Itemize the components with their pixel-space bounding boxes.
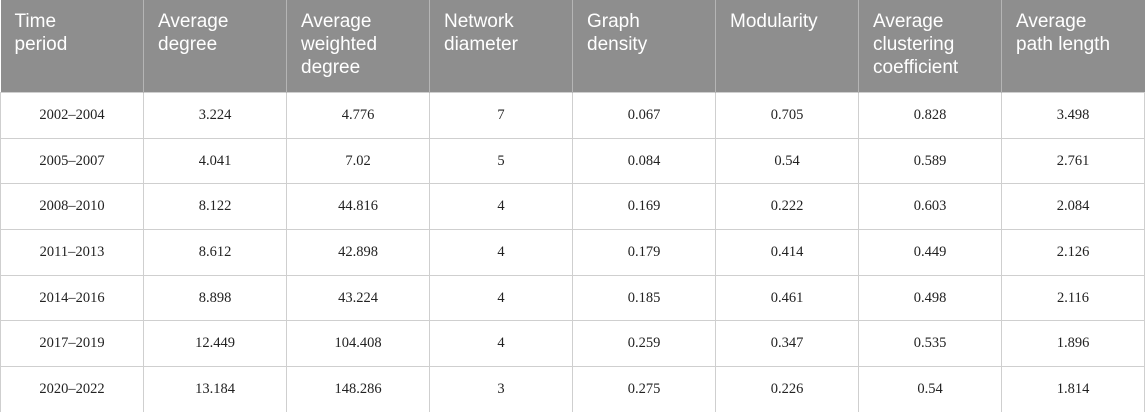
table-cell: 8.898 (143, 274, 287, 322)
table-cell: 12.449 (143, 320, 287, 368)
table-cell: 0.259 (572, 320, 716, 368)
header-text: period (14, 34, 68, 55)
table-cell: 0.603 (858, 183, 1002, 231)
table-cell: 0.275 (572, 366, 716, 412)
table-cell: 2.116 (1001, 274, 1145, 322)
table-cell: 0.705 (715, 92, 859, 139)
table-cell: 2.084 (1001, 183, 1145, 231)
table-cell: 0.414 (715, 229, 859, 276)
header-text: weighted (301, 34, 378, 55)
table-row: 2014–2016 8.898 43.224 4 0.185 0.461 0.498 2.11… (0, 274, 1145, 322)
table-cell: 2020–2022 (0, 366, 144, 412)
table-cell: 0.449 (858, 229, 1002, 276)
table-cell: 7 (429, 92, 573, 139)
table-cell: 2017–2019 (0, 320, 144, 368)
table-row: 2020–2022 13.184 148.286 3 0.275 0.226 0.54 1.8… (0, 366, 1145, 412)
table-cell: 0.461 (715, 274, 859, 322)
table-cell: 2011–2013 (0, 229, 144, 276)
table-row: 2011–2013 8.612 42.898 4 0.179 0.414 0.449 2.12… (0, 229, 1145, 276)
table-row: 2005–2007 4.041 7.02 5 0.084 0.54 0.589 2.761 (0, 137, 1145, 185)
table-cell: 7.02 (286, 137, 430, 185)
table-cell: 8.122 (143, 183, 287, 231)
table-cell: 4.776 (286, 92, 430, 139)
table-cell: 0.54 (858, 366, 1002, 412)
table-cell: 8.612 (143, 229, 287, 276)
table-cell: 3 (429, 366, 573, 412)
header-cell: Average degree (143, 0, 287, 93)
header-text: Average (158, 11, 229, 32)
header-text: Graph (587, 11, 640, 32)
table-cell: 0.222 (715, 183, 859, 231)
table-row: 2008–2010 8.122 44.816 4 0.169 0.222 0.603 2.08… (0, 183, 1145, 231)
header-text: density (587, 34, 648, 55)
table-cell: 1.814 (1001, 366, 1145, 412)
table-cell: 2.126 (1001, 229, 1145, 276)
table-cell: 0.828 (858, 92, 1002, 139)
table-cell: 0.179 (572, 229, 716, 276)
header-text: Average (301, 11, 372, 32)
header-text: diameter (444, 34, 518, 55)
header-text: degree (158, 34, 218, 55)
header-text: Modularity (730, 11, 818, 32)
header-text: path length (1016, 34, 1111, 55)
table-cell: 0.169 (572, 183, 716, 231)
header-text: clustering (873, 34, 955, 55)
header-cell: Network diameter (429, 0, 573, 93)
table-row: 2017–2019 12.449 104.408 4 0.259 0.347 0.535 1.… (0, 320, 1145, 368)
table-cell: 4 (429, 320, 573, 368)
table-cell: 13.184 (143, 366, 287, 412)
header-text: degree (301, 57, 361, 78)
table-cell: 2002–2004 (0, 92, 144, 139)
table-cell: 4 (429, 183, 573, 231)
header-cell: Time period (0, 0, 144, 93)
table-cell: 3.224 (143, 92, 287, 139)
table-cell: 0.226 (715, 366, 859, 412)
header-cell: Average path length (1001, 0, 1145, 93)
table-body: 2002–2004 3.224 4.776 7 0.067 0.705 0.828 3.498… (0, 92, 1145, 412)
table-cell: 44.816 (286, 183, 430, 231)
table-row: 2002–2004 3.224 4.776 7 0.067 0.705 0.828 3.498 (0, 92, 1145, 139)
header-row: Time period Average degree Average weighted de… (0, 0, 1145, 93)
header-cell: Average clustering coefficient (858, 0, 1002, 93)
table-cell: 0.498 (858, 274, 1002, 322)
header-text: Average (1016, 11, 1087, 32)
header-text: Time (14, 11, 57, 32)
header-cell: Modularity (715, 0, 859, 93)
table-cell: 42.898 (286, 229, 430, 276)
table-cell: 4.041 (143, 137, 287, 185)
table-cell: 0.535 (858, 320, 1002, 368)
table-cell: 2005–2007 (0, 137, 144, 185)
table-cell: 2014–2016 (0, 274, 144, 322)
table-cell: 1.896 (1001, 320, 1145, 368)
header-cell: Graph density (572, 0, 716, 93)
table-cell: 148.286 (286, 366, 430, 412)
table-cell: 2008–2010 (0, 183, 144, 231)
table-cell: 43.224 (286, 274, 430, 322)
table-cell: 2.761 (1001, 137, 1145, 185)
table-cell: 4 (429, 274, 573, 322)
header-cell: Average weighted degree (286, 0, 430, 93)
table-cell: 5 (429, 137, 573, 185)
table-cell: 0.347 (715, 320, 859, 368)
table-cell: 4 (429, 229, 573, 276)
table-cell: 0.54 (715, 137, 859, 185)
table-cell: 104.408 (286, 320, 430, 368)
header-text: Average (873, 11, 944, 32)
table-cell: 0.589 (858, 137, 1002, 185)
table-cell: 0.185 (572, 274, 716, 322)
header-text: Network (444, 11, 514, 32)
table-cell: 3.498 (1001, 92, 1145, 139)
header-text: coefficient (873, 57, 959, 78)
table-cell: 0.084 (572, 137, 716, 185)
table-cell: 0.067 (572, 92, 716, 139)
